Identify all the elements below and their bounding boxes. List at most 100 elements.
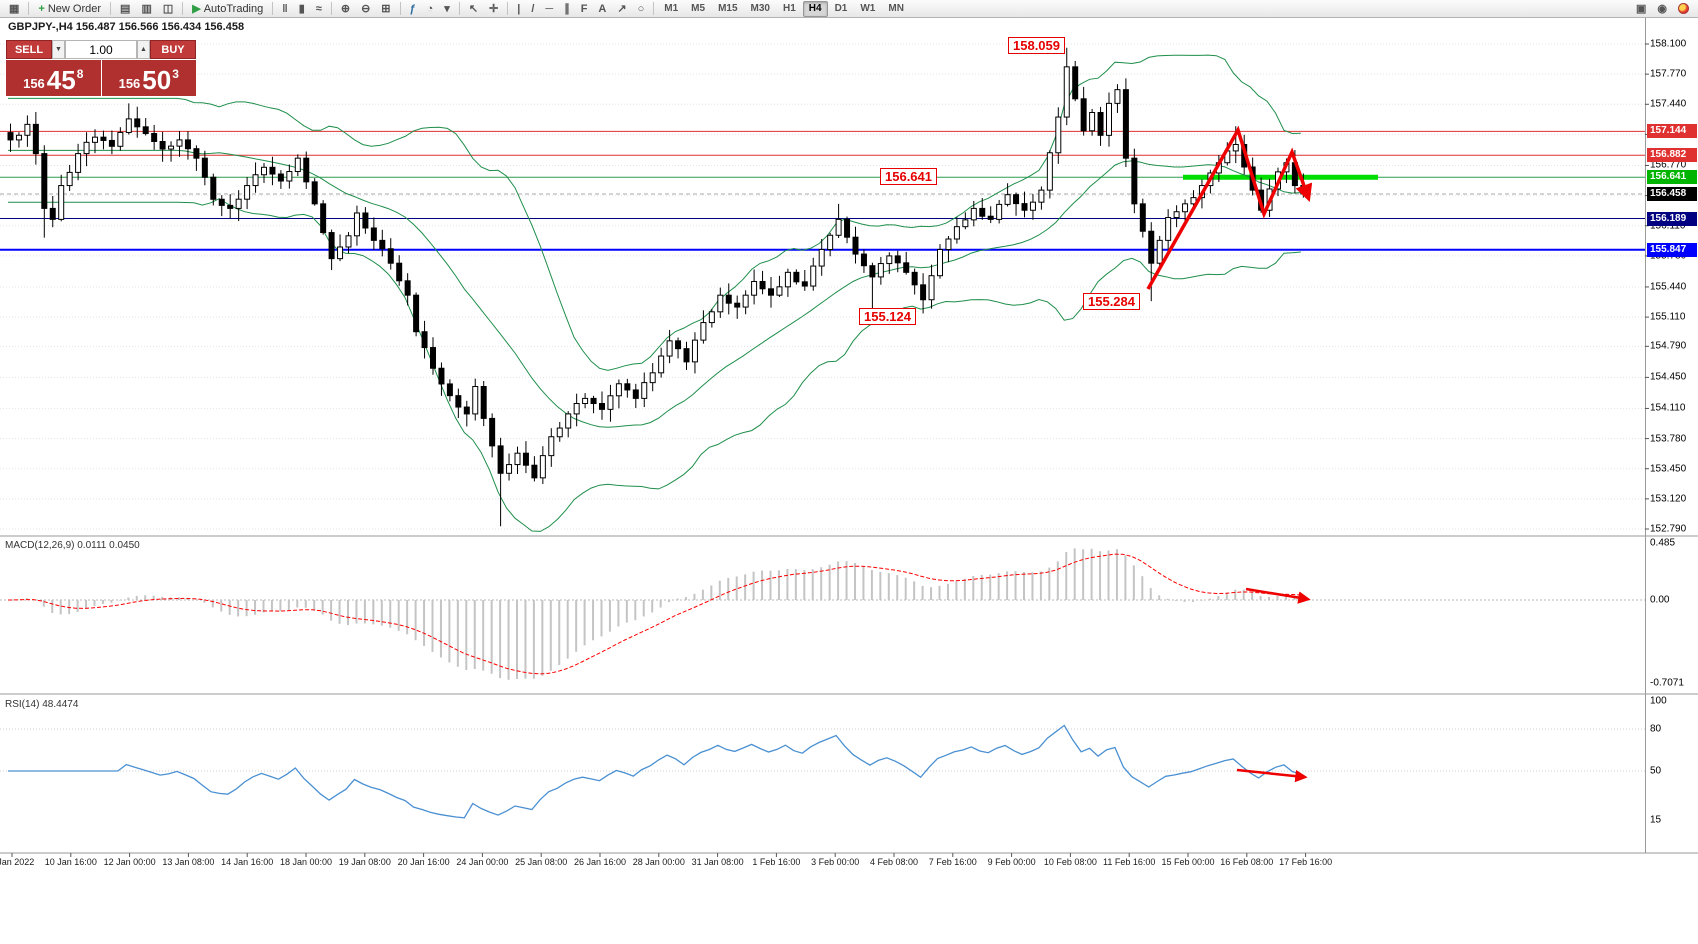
tile-windows-icon: ⊞ xyxy=(381,2,391,15)
toolbar: ▦ + New Order ▤ ▥ ◫ ▶ AutoTrading ‖ ▮ ≈ ⊕ ⊖ ⊞ ƒ ◔ ▾ ↖ ✛ | / ─… xyxy=(0,0,1698,18)
time-axis-label[interactable]: 28 Jan 00:00 xyxy=(632,857,685,867)
text-tool-icon[interactable]: A xyxy=(593,1,611,17)
price-axis-label[interactable]: 155.440 xyxy=(1650,281,1687,293)
time-axis-label[interactable]: 17 Feb 16:00 xyxy=(1279,857,1333,867)
time-axis-label[interactable]: 7 Feb 16:00 xyxy=(928,857,977,867)
time-axis-label[interactable]: 26 Jan 16:00 xyxy=(573,857,627,867)
chart-window-icon[interactable]: ▦ xyxy=(4,1,24,17)
vertical-line-tool-icon[interactable]: | xyxy=(512,1,525,17)
buy-button[interactable]: BUY xyxy=(150,40,196,59)
timeframe-m15[interactable]: M15 xyxy=(718,3,738,14)
price-axis-label[interactable]: 158.100 xyxy=(1650,38,1687,50)
price-axis-label[interactable]: 153.120 xyxy=(1650,493,1687,505)
time-axis-label[interactable]: 13 Jan 08:00 xyxy=(162,857,215,867)
sell-button[interactable]: SELL xyxy=(6,40,52,59)
time-axis-label[interactable]: 9 Feb 00:00 xyxy=(987,857,1036,867)
candlestick-chart-icon[interactable]: ▮ xyxy=(294,1,310,17)
timeframe-mn[interactable]: MN xyxy=(888,3,904,14)
price-zigzag-arrow[interactable] xyxy=(1146,125,1313,290)
timeframe-m5[interactable]: M5 xyxy=(691,3,706,14)
time-axis-label[interactable]: 4 Feb 08:00 xyxy=(869,857,919,867)
time-axis-label[interactable]: 24 Jan 00:00 xyxy=(456,857,509,867)
periods-icon[interactable]: ◔ xyxy=(422,1,439,17)
price-axis-label[interactable]: 157.440 xyxy=(1650,98,1687,110)
price-axis-label[interactable]: 157.770 xyxy=(1650,68,1687,80)
volume-down-button[interactable]: ▼ xyxy=(52,40,65,59)
price-axis-label[interactable]: 154.450 xyxy=(1650,371,1687,383)
toolbar-separator xyxy=(182,2,184,15)
time-axis-label[interactable]: 3 Feb 00:00 xyxy=(811,857,860,867)
price-level-label-156.458: 156.458 xyxy=(1647,186,1697,201)
time-axis-label[interactable]: 11 Feb 16:00 xyxy=(1103,857,1156,867)
trendline-tool-icon[interactable]: / xyxy=(526,1,539,17)
indicators-icon[interactable]: ƒ xyxy=(405,1,421,17)
price-axis-label[interactable]: 152.790 xyxy=(1650,523,1687,535)
data-window-icon[interactable]: ▥ xyxy=(136,1,156,17)
volume-up-button[interactable]: ▲ xyxy=(137,40,150,59)
rsi-axis-label: 15 xyxy=(1650,814,1662,826)
price-axis-label[interactable]: 155.110 xyxy=(1650,311,1686,323)
trend-arrows[interactable] xyxy=(1146,125,1313,783)
time-axis-label[interactable]: 20 Jan 16:00 xyxy=(397,857,450,867)
price-axis-label[interactable]: 156.110 xyxy=(1650,220,1686,232)
autotrading-button[interactable]: ▶ AutoTrading xyxy=(187,1,268,17)
timeframe-h4[interactable]: H4 xyxy=(802,0,828,17)
time-axis-label[interactable]: 16 Feb 08:00 xyxy=(1220,857,1274,867)
arrow-tool-icon[interactable]: ↗ xyxy=(612,1,631,17)
price-level-label-157.144: 157.144 xyxy=(1647,124,1697,139)
volume-input[interactable]: 1.00 xyxy=(65,40,137,59)
price-annotation-155.284[interactable]: 155.284 xyxy=(1083,293,1140,310)
shapes-tool-icon[interactable]: ○ xyxy=(633,1,650,17)
zoom-out-icon[interactable]: ⊖ xyxy=(356,1,375,17)
timeframe-d1[interactable]: D1 xyxy=(834,3,848,14)
community-logo-icon[interactable] xyxy=(1673,1,1694,17)
time-axis-label[interactable]: 25 Jan 08:00 xyxy=(515,857,568,867)
price-axis-label[interactable]: 153.450 xyxy=(1650,463,1687,475)
timeframe-m1[interactable]: M1 xyxy=(664,3,679,14)
cursor-icon: ↖ xyxy=(468,2,479,15)
market-watch-icon[interactable]: ▤ xyxy=(115,1,135,17)
timeframe-h1[interactable]: H1 xyxy=(782,3,796,14)
navigator-icon[interactable]: ◫ xyxy=(158,1,178,17)
time-axis-label[interactable]: 7 Jan 2022 xyxy=(0,857,35,867)
buy-price-display[interactable]: 156 50 3 xyxy=(101,60,196,96)
time-axis-label[interactable]: 1 Feb 16:00 xyxy=(752,857,801,867)
crosshair-icon[interactable]: ✛ xyxy=(484,1,503,17)
tile-windows-icon[interactable]: ⊞ xyxy=(376,1,395,17)
zoom-in-icon[interactable]: ⊕ xyxy=(336,1,355,17)
sell-price-display[interactable]: 156 45 8 xyxy=(6,60,101,96)
price-axis-label[interactable]: 156.770 xyxy=(1650,159,1687,171)
templates-icon[interactable]: ▾ xyxy=(439,1,455,17)
time-axis-label[interactable]: 18 Jan 00:00 xyxy=(279,857,333,867)
time-axis-label[interactable]: 14 Jan 16:00 xyxy=(221,857,274,867)
price-annotation-156.641[interactable]: 156.641 xyxy=(880,168,937,185)
help-icon[interactable]: ◉ xyxy=(1652,1,1672,17)
time-axis-label[interactable]: 15 Feb 00:00 xyxy=(1161,857,1215,867)
price-axis-label[interactable]: 153.780 xyxy=(1650,433,1687,445)
time-axis-label[interactable]: 10 Jan 16:00 xyxy=(44,857,97,867)
new-order-button[interactable]: + New Order xyxy=(33,1,106,17)
price-annotation-155.124[interactable]: 155.124 xyxy=(859,308,916,325)
timeframe-m30[interactable]: M30 xyxy=(750,3,770,14)
time-axis-label[interactable]: 19 Jan 08:00 xyxy=(338,857,391,867)
bar-chart-icon[interactable]: ‖ xyxy=(277,1,292,17)
time-axis-label[interactable]: 31 Jan 08:00 xyxy=(691,857,744,867)
cursor-icon[interactable]: ↖ xyxy=(464,1,483,17)
rsi-direction-arrow[interactable] xyxy=(1236,768,1308,783)
line-chart-icon[interactable]: ≈ xyxy=(311,1,327,17)
price-axis-label[interactable]: 154.790 xyxy=(1650,340,1687,352)
toolbar-group-pointer: ↖ ✛ xyxy=(464,1,503,17)
time-axis-label[interactable]: 12 Jan 00:00 xyxy=(103,857,156,867)
time-axis-label[interactable]: 10 Feb 08:00 xyxy=(1043,857,1097,867)
price-axis-label[interactable]: 154.110 xyxy=(1650,402,1686,414)
price-level-label-156.189: 156.189 xyxy=(1647,211,1697,226)
alerts-icon[interactable]: ▣ xyxy=(1631,1,1651,17)
fibonacci-tool-icon[interactable]: F xyxy=(576,1,593,17)
toolbar-group-zoom: ⊕ ⊖ ⊞ xyxy=(336,1,396,17)
channel-tool-icon[interactable]: ∥ xyxy=(559,1,575,17)
price-annotation-158.059[interactable]: 158.059 xyxy=(1008,37,1065,54)
timeframe-w1[interactable]: W1 xyxy=(860,3,876,14)
macd-direction-arrow[interactable] xyxy=(1245,587,1311,604)
horizontal-line-tool-icon[interactable]: ─ xyxy=(540,1,558,17)
